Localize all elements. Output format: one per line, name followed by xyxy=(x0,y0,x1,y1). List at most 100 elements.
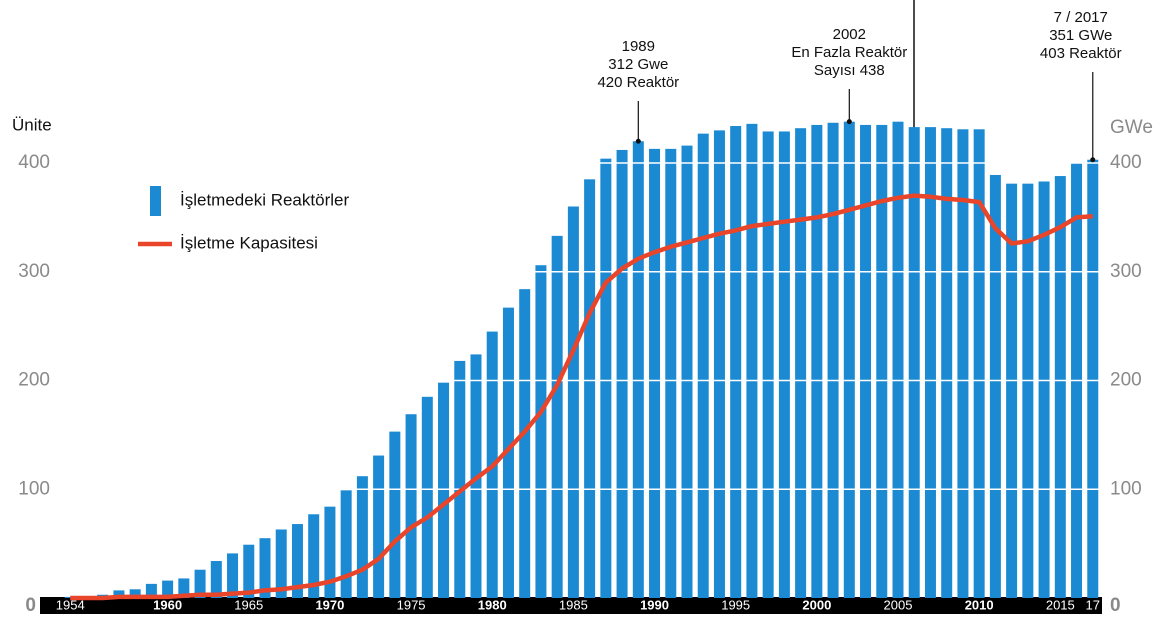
bar xyxy=(827,122,839,598)
pointer-dot xyxy=(846,119,852,125)
y-tick-label: 200 xyxy=(18,370,50,391)
legend-label: İşletme Kapasitesi xyxy=(180,233,318,252)
y-axis-label: Ünite xyxy=(12,115,52,134)
bar xyxy=(259,538,271,598)
bar xyxy=(843,121,855,599)
x-tick-label: 2000 xyxy=(802,597,831,612)
annotation-text: 420 Reaktör xyxy=(597,74,679,91)
x-tick-label: 1985 xyxy=(559,597,588,612)
legend-label: İşletmedeki Reaktörler xyxy=(180,190,349,209)
bar xyxy=(1022,183,1034,598)
bar xyxy=(860,124,872,598)
bar xyxy=(389,431,401,598)
bar xyxy=(1054,176,1066,599)
bar xyxy=(584,179,596,598)
bar xyxy=(405,414,417,598)
x-tick-label: 1960 xyxy=(153,597,182,612)
bar xyxy=(421,396,433,598)
x-tick-label: 1980 xyxy=(478,597,507,612)
y-tick-label: 0 xyxy=(25,595,36,616)
bar xyxy=(356,476,368,598)
bar xyxy=(649,148,661,599)
bar xyxy=(811,124,823,598)
x-tick-label: 1965 xyxy=(234,597,263,612)
bar xyxy=(1087,159,1099,599)
x-tick-label: 17 xyxy=(1086,597,1100,612)
bar xyxy=(632,141,644,598)
bar xyxy=(438,382,450,598)
y2-axis-label: GWe xyxy=(1110,117,1153,138)
bar xyxy=(227,553,239,598)
bar xyxy=(567,206,579,598)
bar xyxy=(454,360,466,598)
y2-tick-label: 400 xyxy=(1110,152,1142,173)
bar xyxy=(502,307,514,598)
y2-tick-label: 200 xyxy=(1110,370,1142,391)
bar xyxy=(324,506,336,598)
bar xyxy=(600,158,612,598)
x-tick-label: 2015 xyxy=(1046,597,1075,612)
annotation-text: En Fazla Reaktör xyxy=(791,44,907,61)
bar xyxy=(162,580,174,598)
bar xyxy=(876,124,888,598)
bar xyxy=(275,529,287,598)
y-tick-label: 100 xyxy=(18,478,50,499)
bar xyxy=(308,514,320,598)
pointer-dot xyxy=(1090,157,1096,163)
bar xyxy=(681,145,693,598)
x-tick-label: 1975 xyxy=(397,597,426,612)
bar xyxy=(957,129,969,598)
bar xyxy=(243,544,255,598)
y-tick-label: 400 xyxy=(18,152,50,173)
y2-tick-label: 300 xyxy=(1110,261,1142,282)
bar xyxy=(713,130,725,598)
bar xyxy=(730,126,742,599)
annotation-text: 312 Gwe xyxy=(608,56,668,73)
x-tick-label: 1995 xyxy=(721,597,750,612)
annotation-text: Sayısı 438 xyxy=(814,62,885,79)
annotation-text: 7 / 2017 xyxy=(1054,9,1108,26)
bar xyxy=(665,148,677,599)
bar xyxy=(973,129,985,598)
bar xyxy=(616,149,628,598)
bar xyxy=(795,128,807,598)
bar xyxy=(340,490,352,598)
bar xyxy=(778,131,790,598)
bar xyxy=(924,127,936,599)
bar xyxy=(113,590,125,598)
x-tick-label: 1954 xyxy=(56,597,85,612)
bar xyxy=(178,578,190,598)
bar xyxy=(989,174,1001,598)
bar xyxy=(746,123,758,598)
annotation-text: 1989 xyxy=(622,38,655,55)
annotation-text: 351 GWe xyxy=(1049,27,1112,44)
y-tick-label: 300 xyxy=(18,261,50,282)
x-tick-label: 1970 xyxy=(315,597,344,612)
bar xyxy=(210,561,222,598)
legend-swatch xyxy=(150,186,161,216)
bar xyxy=(551,235,563,599)
x-tick-label: 2005 xyxy=(884,597,913,612)
bar xyxy=(145,583,157,598)
bar xyxy=(291,524,303,598)
bar xyxy=(697,133,709,598)
bar xyxy=(519,289,531,598)
x-tick-label: 1990 xyxy=(640,597,669,612)
capacity-line xyxy=(70,193,1093,601)
bar xyxy=(941,128,953,598)
y2-tick-label: 100 xyxy=(1110,478,1142,499)
bar xyxy=(908,127,920,599)
annotation-text: 2002 xyxy=(833,26,866,43)
y2-tick-label: 0 xyxy=(1110,595,1121,616)
x-tick-label: 2010 xyxy=(965,597,994,612)
bar xyxy=(129,589,141,598)
bar xyxy=(762,131,774,598)
bar xyxy=(194,569,206,598)
bar xyxy=(892,121,904,599)
bar xyxy=(535,265,547,598)
pointer-dot xyxy=(635,138,641,144)
bar xyxy=(1006,183,1018,598)
x-axis-strip xyxy=(40,597,1102,614)
bar xyxy=(373,455,385,598)
